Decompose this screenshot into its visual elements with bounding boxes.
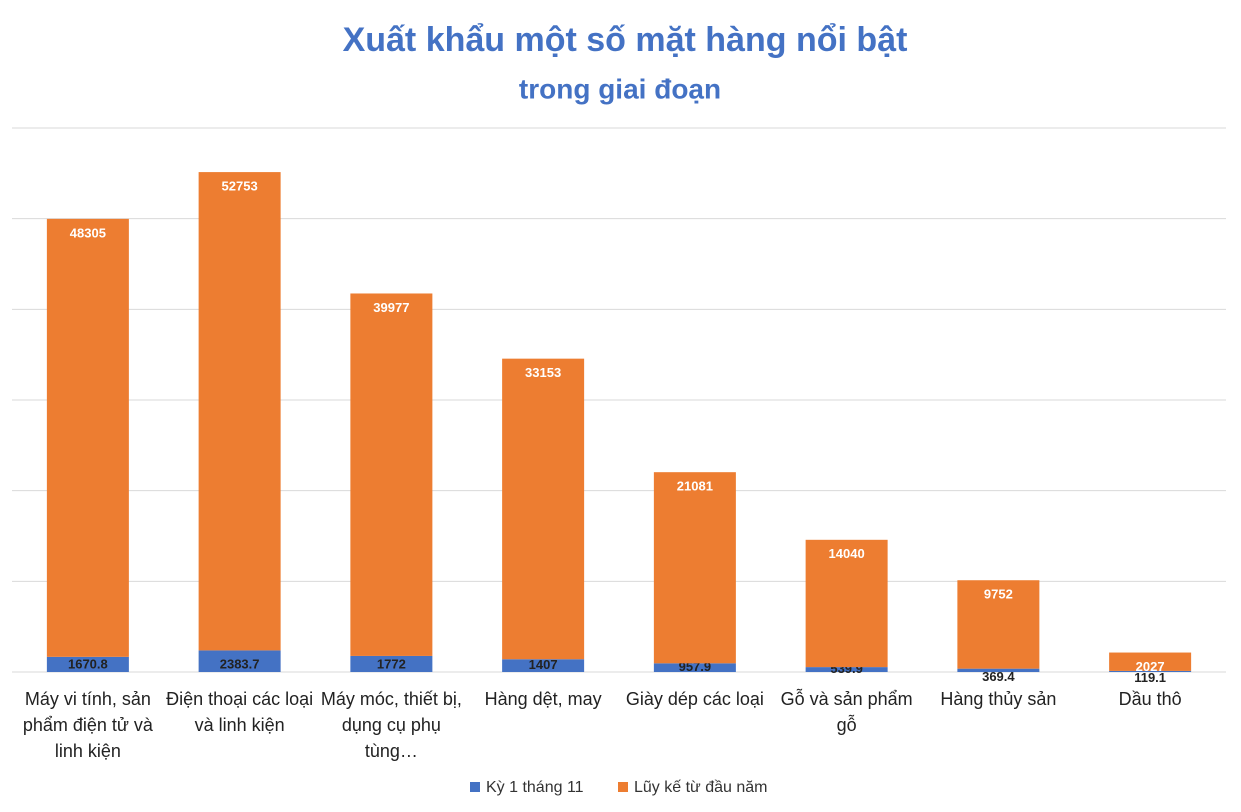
bar-segment: [350, 293, 433, 656]
data-label: 39977: [373, 300, 409, 315]
data-label: 2027: [1136, 659, 1165, 674]
chart-subtitle: trong giai đoạn: [519, 73, 721, 104]
bar-segment: [46, 218, 129, 657]
bar-segment: [957, 668, 1040, 672]
data-label: 2383.7: [220, 656, 260, 671]
x-tick-label: Hàng dệt, may: [484, 689, 602, 709]
bar-segment: [805, 667, 888, 672]
data-label: 21081: [677, 479, 713, 494]
bar-segment: [1109, 670, 1192, 672]
data-label: 33153: [525, 365, 561, 380]
data-label: 9752: [984, 587, 1013, 602]
legend-label: Kỳ 1 tháng 11: [486, 779, 584, 796]
data-label: 52753: [222, 179, 258, 194]
bar-segment: [957, 580, 1040, 669]
x-tick-label: Giày dép các loại: [625, 689, 764, 709]
x-tick-label: Hàng thủy sản: [940, 689, 1057, 709]
x-tick-label: Điện thoại các loại và linh kiện: [166, 689, 314, 735]
bar-segment: [198, 650, 281, 672]
bar-segment: [198, 172, 281, 651]
chart-title: Xuất khẩu một số mặt hàng nổi bật: [343, 21, 908, 59]
bar-segment: [46, 656, 129, 672]
data-label: 48305: [70, 225, 106, 240]
x-tick-label: Gỗ và sản phẩm gỗ: [780, 689, 913, 735]
bar-segment: [1109, 652, 1192, 671]
data-label: 14040: [829, 546, 865, 561]
legend-swatch: [618, 782, 628, 792]
bar-segment: [502, 659, 585, 672]
data-label: 119.1: [1134, 670, 1166, 685]
bar-segment: [502, 358, 585, 660]
bar-segment: [350, 655, 433, 672]
bar-segment: [805, 539, 888, 668]
data-label: 1772: [377, 656, 406, 671]
legend-swatch: [470, 782, 480, 792]
bar-segment: [653, 663, 736, 672]
x-tick-label: Dầu thô: [1118, 689, 1182, 709]
bar-segment: [653, 472, 736, 664]
x-tick-label: Máy móc, thiết bị, dụng cụ phụ tùng…: [320, 689, 462, 761]
data-label: 1407: [529, 657, 558, 672]
data-label: 1670.8: [68, 656, 108, 671]
x-tick-label: Máy vi tính, sản phẩm điện tử và linh ki…: [22, 689, 153, 761]
legend-label: Lũy kế từ đầu năm: [634, 779, 767, 796]
data-label: 369.4: [982, 669, 1015, 684]
